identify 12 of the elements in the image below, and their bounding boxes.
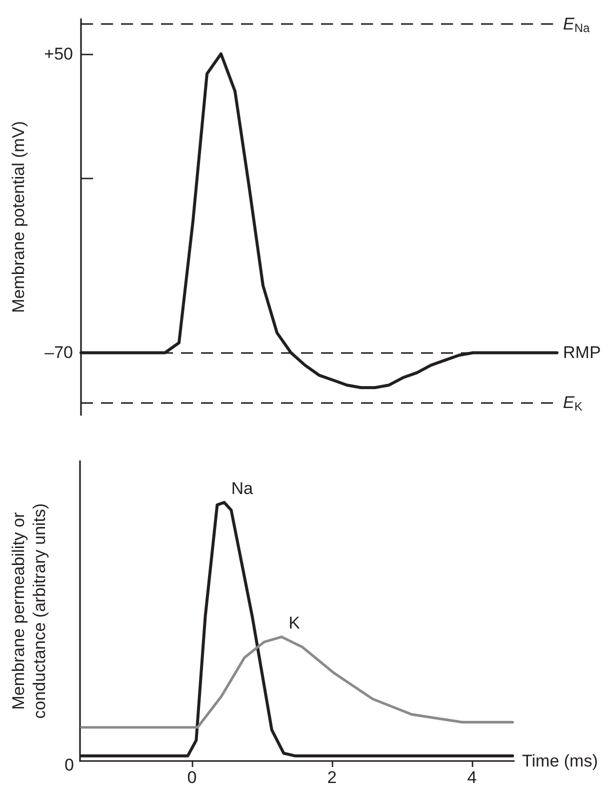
series-label: Na bbox=[231, 478, 254, 498]
text: 0 bbox=[64, 756, 74, 774]
series-label: K bbox=[288, 613, 301, 632]
x-tick-label: 0 bbox=[187, 768, 197, 787]
x-axis-title: Time (ms) bbox=[522, 752, 598, 770]
y-tick-label: +50 bbox=[44, 44, 73, 64]
x-tick-label: 4 bbox=[467, 768, 477, 787]
ref-line-label: RMP bbox=[563, 343, 601, 362]
y-tick-label: –70 bbox=[44, 343, 73, 362]
y-axis-title: Membrane permeability or conductance (arbitrary units) bbox=[9, 503, 49, 719]
y-axis-title: Membrane potential (mV) bbox=[9, 121, 28, 313]
x-tick-label: 2 bbox=[327, 768, 337, 787]
